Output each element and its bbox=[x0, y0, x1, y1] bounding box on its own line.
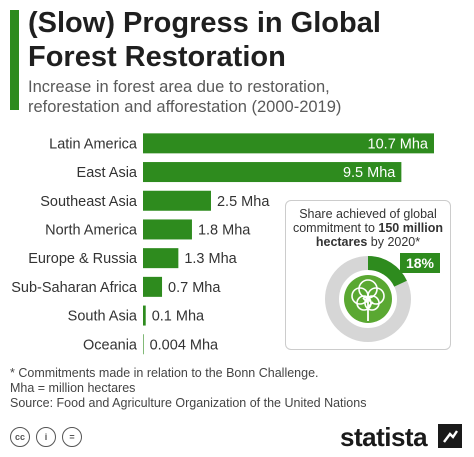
value-label-7: 0.004 Mha bbox=[150, 337, 219, 353]
share-badge bbox=[400, 253, 440, 273]
bar-4 bbox=[143, 248, 179, 269]
bar-5 bbox=[143, 276, 163, 297]
commitment-caption-pre: Share achieved of global commitment to bbox=[292, 207, 437, 235]
bar-6 bbox=[143, 305, 146, 326]
value-label-1: 9.5 Mha bbox=[343, 165, 396, 181]
value-label-3: 1.8 Mha bbox=[198, 222, 251, 238]
chart-subtitle: Increase in forest area due to restorati… bbox=[28, 77, 468, 117]
footnote-mha: Mha = million hectares bbox=[10, 381, 136, 395]
tree-icon bbox=[344, 275, 392, 323]
chart-subtitle-line1: Increase in forest area due to restorati… bbox=[28, 78, 330, 96]
chart-subtitle-line2: reforestation and afforestation (2000-20… bbox=[28, 98, 342, 116]
footnotes: * Commitments made in relation to the Bo… bbox=[10, 366, 470, 411]
license-icons: cc i = bbox=[10, 427, 88, 447]
bar-3 bbox=[143, 219, 192, 240]
category-label-2: Southeast Asia bbox=[40, 194, 138, 210]
category-label-3: North America bbox=[45, 222, 138, 238]
category-label-7: Oceania bbox=[83, 337, 138, 353]
footnote-source: Source: Food and Agriculture Organizatio… bbox=[10, 396, 367, 410]
accent-bar bbox=[10, 10, 19, 110]
value-label-2: 2.5 Mha bbox=[217, 194, 270, 210]
category-label-6: South Asia bbox=[68, 309, 138, 325]
category-label-1: East Asia bbox=[77, 165, 138, 181]
donut-achieved-slice bbox=[367, 256, 407, 288]
cc-icon: cc bbox=[10, 427, 30, 447]
category-label-0: Latin America bbox=[49, 136, 138, 152]
chart-title-line1: (Slow) Progress in Global bbox=[28, 7, 381, 39]
nd-icon: = bbox=[62, 427, 82, 447]
commitment-caption-post: by 2020* bbox=[367, 235, 421, 249]
bar-0 bbox=[143, 133, 434, 154]
value-label-4: 1.3 Mha bbox=[184, 251, 237, 267]
value-label-0: 10.7 Mha bbox=[368, 136, 429, 152]
commitment-caption: Share achieved of global commitment to 1… bbox=[286, 207, 450, 249]
statista-logo: statista bbox=[340, 422, 428, 452]
category-label-5: Sub-Saharan Africa bbox=[11, 280, 138, 296]
bar-7 bbox=[143, 334, 144, 355]
footnote-commitments: * Commitments made in relation to the Bo… bbox=[10, 366, 319, 380]
by-icon: i bbox=[36, 427, 56, 447]
commitment-caption-bold: 150 million hectares bbox=[315, 221, 444, 249]
value-label-6: 0.1 Mha bbox=[152, 309, 205, 325]
commitment-inset: Share achieved of global commitment to 1… bbox=[285, 200, 451, 350]
value-label-5: 0.7 Mha bbox=[168, 280, 221, 296]
bar-chart: Latin America 10.7 Mha East Asia 9.5 Mha Sou… bbox=[11, 133, 434, 355]
chart-title-line2: Forest Restoration bbox=[28, 41, 286, 73]
statista-logo-icon bbox=[438, 424, 462, 448]
category-label-4: Europe & Russia bbox=[28, 251, 138, 267]
share-label: 18% bbox=[406, 255, 435, 271]
chart-title: (Slow) Progress in Global Forest Restora… bbox=[28, 6, 468, 74]
progress-donut: 18% bbox=[325, 253, 440, 342]
bar-1 bbox=[143, 162, 402, 183]
bar-2 bbox=[143, 190, 211, 211]
